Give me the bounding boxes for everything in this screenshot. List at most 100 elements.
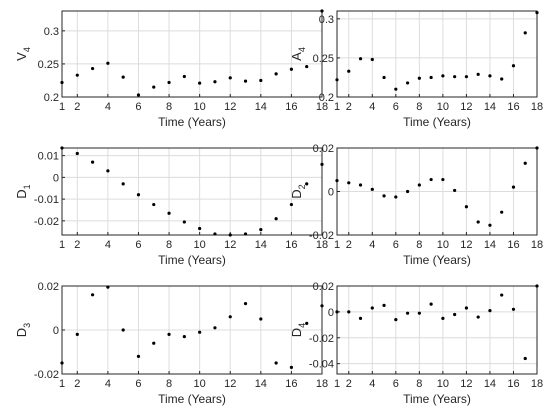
x-tick-label: 4: [369, 101, 375, 113]
data-point: [167, 332, 171, 336]
chart-panel-6: 1 2 4 6 8 10 12 14 16 18 0.02 0 -0.02 -0.04 Time (Year…: [289, 281, 543, 406]
data-point: [228, 315, 232, 319]
x-tick-label: 8: [166, 239, 172, 251]
y-tick-label: 0.3: [319, 14, 334, 26]
data-point: [382, 75, 386, 80]
y-tick-label: 0.02: [313, 281, 334, 293]
y-axis-label-subscript: 3: [22, 323, 32, 328]
data-point: [347, 181, 351, 185]
x-tick-label: 16: [285, 239, 297, 251]
y-axis-label-subscript: 4: [297, 47, 307, 52]
data-point: [500, 293, 504, 297]
data-point: [167, 80, 171, 85]
data-point: [358, 57, 363, 61]
plot-area: [62, 11, 322, 97]
data-point: [289, 365, 294, 369]
x-tick-label: 6: [135, 378, 141, 390]
x-tick-label: 4: [369, 239, 375, 251]
data-point: [523, 31, 527, 35]
x-tick-label: 12: [224, 378, 236, 390]
data-point: [106, 61, 110, 65]
data-point: [198, 330, 202, 334]
y-axis-label-main: A: [289, 52, 304, 61]
x-tick-label: 10: [194, 239, 206, 251]
x-tick-label: 2: [74, 378, 80, 390]
x-tick-label: 8: [166, 378, 172, 390]
y-tick-label: 0.2: [44, 92, 59, 104]
axes-box: [61, 285, 323, 375]
data-point: [488, 308, 492, 313]
data-point: [488, 223, 492, 227]
plot-area: [337, 11, 537, 97]
y-axis-label: A4: [289, 47, 307, 61]
y-tick-label: 0: [328, 307, 334, 319]
x-tick-label: 1: [59, 239, 65, 251]
y-tick-label: -0.02: [309, 230, 334, 242]
x-axis-label: Time (Years): [158, 392, 226, 406]
y-tick-label: 0: [53, 325, 59, 337]
data-point: [152, 341, 156, 345]
x-tick-label: 4: [105, 101, 111, 113]
x-axis-label: Time (Years): [403, 392, 471, 406]
axes-box: [61, 10, 323, 98]
data-point: [182, 220, 186, 224]
x-tick-label: 8: [416, 239, 422, 251]
data-point: [152, 202, 156, 207]
x-tick-label: 10: [437, 101, 449, 113]
data-point: [60, 146, 64, 150]
data-point: [121, 328, 125, 332]
data-point: [511, 185, 516, 189]
data-point: [358, 183, 363, 187]
data-point: [121, 75, 125, 79]
x-tick-label: 4: [105, 239, 111, 251]
data-point: [476, 315, 480, 319]
y-tick-label: -0.04: [309, 359, 334, 371]
data-point: [182, 74, 186, 79]
data-point: [417, 183, 421, 187]
data-point: [259, 78, 263, 83]
x-tick-label: 10: [194, 101, 206, 113]
data-point: [136, 93, 141, 97]
data-point: [405, 189, 410, 194]
data-point: [90, 293, 95, 297]
x-axis-label: Time (Years): [403, 253, 471, 267]
x-tick-label: 12: [224, 101, 236, 113]
x-tick-label: 14: [255, 378, 267, 390]
x-tick-label: 1: [334, 101, 340, 113]
data-point: [394, 87, 398, 91]
data-point: [243, 302, 248, 306]
data-point: [305, 321, 309, 325]
data-point: [335, 179, 339, 183]
x-tick-label: 14: [484, 101, 496, 113]
data-point: [405, 311, 410, 315]
data-point: [523, 161, 527, 165]
x-axis-label: Time (Years): [158, 253, 226, 267]
data-point: [370, 57, 374, 62]
data-point: [106, 169, 110, 173]
axes-box: [336, 10, 538, 98]
x-tick-label: 4: [105, 378, 111, 390]
data-point: [535, 10, 539, 15]
data-point: [417, 76, 421, 80]
data-point: [476, 72, 480, 76]
data-point: [429, 75, 433, 80]
y-axis-label: D2: [289, 184, 307, 198]
data-point: [136, 193, 141, 197]
data-point: [289, 202, 294, 207]
x-tick-label: 12: [460, 378, 472, 390]
axes-box: [336, 147, 538, 236]
data-point: [394, 195, 398, 199]
y-tick-label: -0.02: [34, 216, 59, 228]
data-point: [198, 81, 202, 85]
x-tick-label: 14: [255, 101, 267, 113]
x-tick-label: 8: [416, 101, 422, 113]
data-point: [464, 306, 469, 310]
data-point: [274, 361, 278, 365]
y-tick-label: -0.01: [34, 194, 59, 206]
x-tick-label: 18: [316, 101, 328, 113]
y-tick-label: 0: [53, 172, 59, 184]
data-point: [464, 205, 469, 209]
data-point: [305, 182, 309, 186]
y-tick-label: 0.3: [44, 26, 59, 38]
